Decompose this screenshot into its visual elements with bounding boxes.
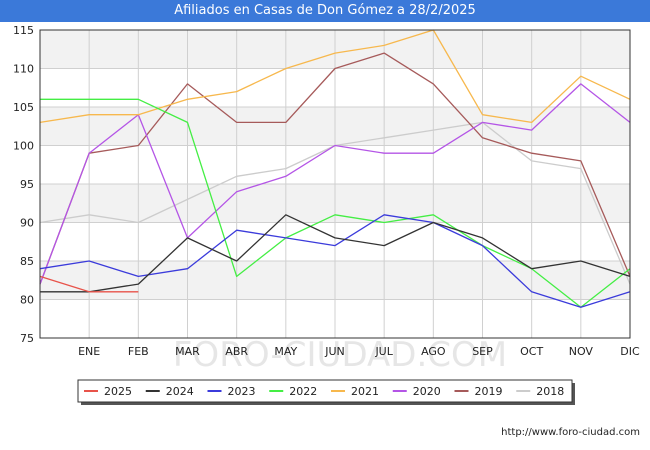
y-tick-label: 115 — [13, 24, 34, 37]
legend-label-2023: 2023 — [228, 385, 256, 398]
series-lines — [39, 29, 631, 308]
legend-label-2025: 2025 — [104, 385, 132, 398]
legend-label-2018: 2018 — [536, 385, 564, 398]
y-tick-label: 100 — [13, 140, 34, 153]
x-tick-label: JUL — [374, 345, 393, 358]
series-line-2023 — [39, 214, 631, 308]
y-tick-label: 80 — [20, 294, 34, 307]
legend-label-2022: 2022 — [289, 385, 317, 398]
x-tick-label: MAR — [175, 345, 200, 358]
y-axis-ticks: 75 80 85 90 95 100 105 110 115 — [13, 24, 34, 345]
x-tick-label: DIC — [620, 345, 640, 358]
x-tick-label: SEP — [472, 345, 493, 358]
y-tick-label: 90 — [20, 217, 34, 230]
x-tick-label: NOV — [569, 345, 594, 358]
y-tick-label: 75 — [20, 332, 34, 345]
y-tick-label: 85 — [20, 255, 34, 268]
legend-label-2021: 2021 — [351, 385, 379, 398]
title-bar — [0, 0, 650, 22]
series-line-2019 — [39, 52, 631, 285]
y-tick-label: 95 — [20, 178, 34, 191]
x-tick-label: MAY — [274, 345, 297, 358]
legend-label-2024: 2024 — [166, 385, 194, 398]
legend-label-2019: 2019 — [475, 385, 503, 398]
grid-lines — [40, 29, 630, 339]
x-axis-ticks: ENE FEB MAR ABR MAY JUN JUL AGO SEP OCT NOV DIC — [78, 345, 640, 358]
legend-box — [77, 379, 573, 403]
x-tick-label: ENE — [78, 345, 100, 358]
legend-label-2020: 2020 — [413, 385, 441, 398]
y-tick-label: 110 — [13, 63, 34, 76]
series-line-2021 — [39, 29, 631, 124]
series-line-2024 — [40, 214, 631, 293]
legend: 2025 2024 2023 2022 2021 2020 2019 2018 — [77, 379, 575, 405]
x-tick-label: ABR — [225, 345, 248, 358]
x-tick-label: OCT — [520, 345, 543, 358]
x-tick-label: FEB — [128, 345, 149, 358]
y-tick-label: 105 — [13, 101, 34, 114]
footer-url: http://www.foro-ciudad.com — [501, 427, 640, 438]
x-tick-label: JUN — [324, 345, 345, 358]
watermark: FORO-CIUDAD.COM — [173, 335, 507, 375]
x-tick-label: AGO — [421, 345, 446, 358]
plot-frame — [39, 29, 631, 339]
chart-title: Afiliados en Casas de Don Gómez a 28/2/2… — [174, 3, 476, 18]
series-line-2025 — [39, 275, 139, 293]
